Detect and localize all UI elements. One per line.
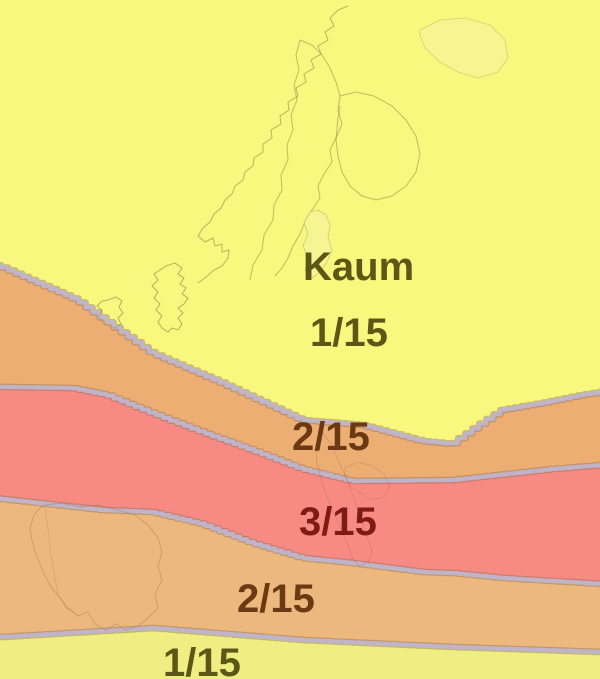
svg-text:2/15: 2/15	[292, 415, 370, 459]
svg-text:Kaum: Kaum	[303, 245, 414, 289]
svg-text:1/15: 1/15	[310, 311, 388, 355]
svg-text:2/15: 2/15	[237, 577, 315, 621]
svg-text:3/15: 3/15	[299, 500, 377, 544]
svg-text:1/15: 1/15	[163, 641, 241, 679]
